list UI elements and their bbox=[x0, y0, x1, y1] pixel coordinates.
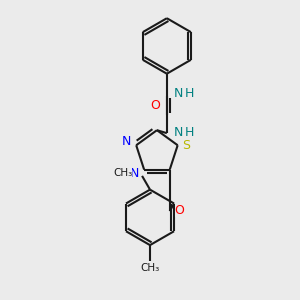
Text: CH₃: CH₃ bbox=[140, 263, 160, 273]
Text: N: N bbox=[174, 87, 183, 100]
Text: O: O bbox=[150, 99, 160, 112]
Text: H: H bbox=[185, 87, 194, 100]
Text: O: O bbox=[175, 204, 184, 217]
Text: CH₃: CH₃ bbox=[113, 168, 132, 178]
Text: H: H bbox=[185, 126, 194, 139]
Text: N: N bbox=[130, 167, 139, 180]
Text: N: N bbox=[174, 126, 183, 139]
Text: S: S bbox=[183, 139, 190, 152]
Text: N: N bbox=[122, 135, 131, 148]
